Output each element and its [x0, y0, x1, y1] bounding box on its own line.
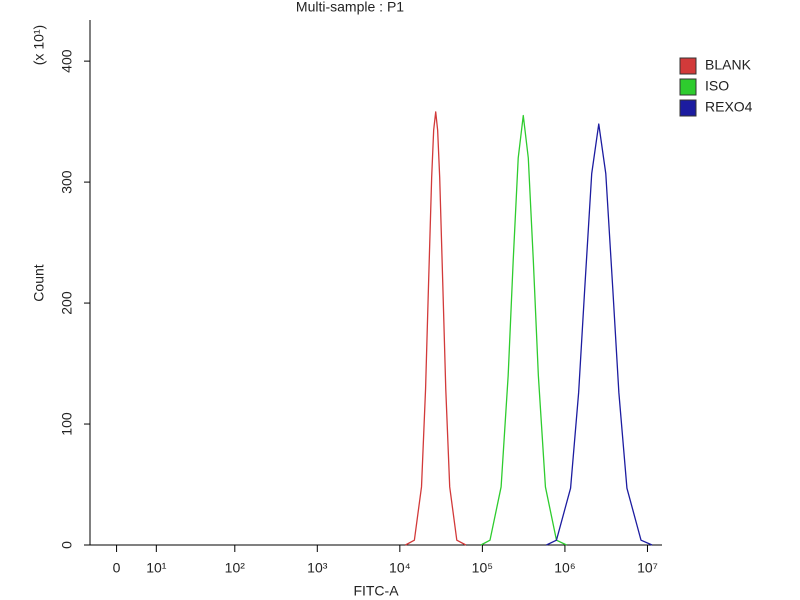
legend-swatch [679, 99, 697, 117]
histogram-line [546, 123, 653, 546]
x-tick-label: 10⁷ [637, 560, 658, 576]
histogram-line [405, 111, 467, 546]
legend-label: REXO4 [705, 99, 753, 115]
x-tick-label: 10³ [307, 560, 328, 576]
legend-label: ISO [705, 78, 729, 94]
x-tick-label: 10¹ [146, 560, 167, 576]
y-tick-label: 100 [59, 412, 75, 436]
legend-swatch [679, 78, 697, 96]
x-tick-label: 10⁵ [472, 560, 493, 576]
x-tick-label: 0 [113, 560, 121, 576]
x-tick-label: 10² [225, 560, 246, 576]
y-tick-label: 200 [59, 291, 75, 315]
y-tick-label: 300 [59, 170, 75, 194]
x-axis-label: FITC-A [353, 583, 399, 599]
histogram-line [480, 114, 567, 546]
legend-label: BLANK [705, 57, 752, 73]
y-multiplier: (x 10¹) [31, 25, 47, 65]
y-axis-label: Count [31, 264, 47, 301]
x-tick-label: 10⁴ [389, 560, 411, 576]
x-tick-label: 10⁶ [554, 560, 575, 576]
y-tick-label: 0 [59, 541, 75, 549]
legend-swatch [679, 57, 697, 75]
y-tick-label: 400 [59, 49, 75, 73]
chart-title: Multi-sample : P1 [296, 0, 404, 15]
